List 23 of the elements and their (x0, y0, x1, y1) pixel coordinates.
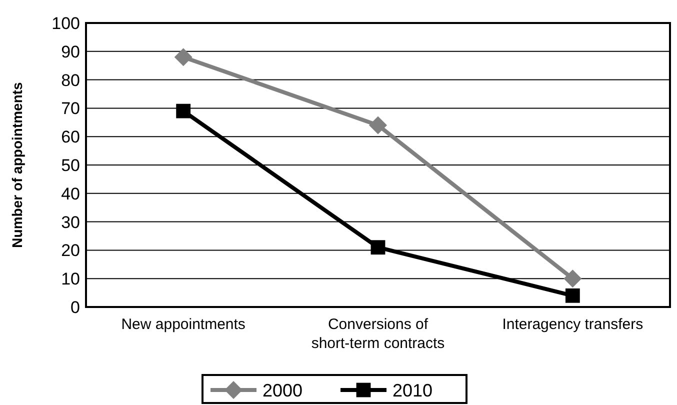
point (565, 288, 580, 303)
y-tick-label: 70 (61, 99, 80, 118)
point (369, 116, 387, 134)
y-tick-label: 80 (61, 70, 80, 90)
y-tick-label: 30 (61, 212, 80, 232)
point (564, 270, 582, 288)
y-tick-label: 60 (61, 128, 80, 147)
y-tick-label: 90 (61, 42, 80, 62)
y-tick-label: 50 (61, 156, 80, 175)
x-tick-label: New appointments (121, 316, 246, 333)
y-tick-label: 40 (61, 184, 80, 204)
point (370, 240, 386, 255)
x-tick-label: Interagency transfers (502, 316, 644, 333)
y-tick-label: 20 (61, 241, 80, 260)
y-axis-title: Number of appointments (9, 82, 25, 248)
point (176, 104, 191, 118)
x-tick-label: Conversions of short-term contracts (311, 316, 445, 352)
y-tick-label: 100 (52, 14, 80, 33)
legend-label: 2010 (392, 380, 433, 400)
y-tick-label: 0 (70, 298, 80, 317)
legend-label: 2000 (262, 380, 303, 400)
y-tick-label: 10 (61, 270, 80, 289)
point (174, 48, 192, 66)
